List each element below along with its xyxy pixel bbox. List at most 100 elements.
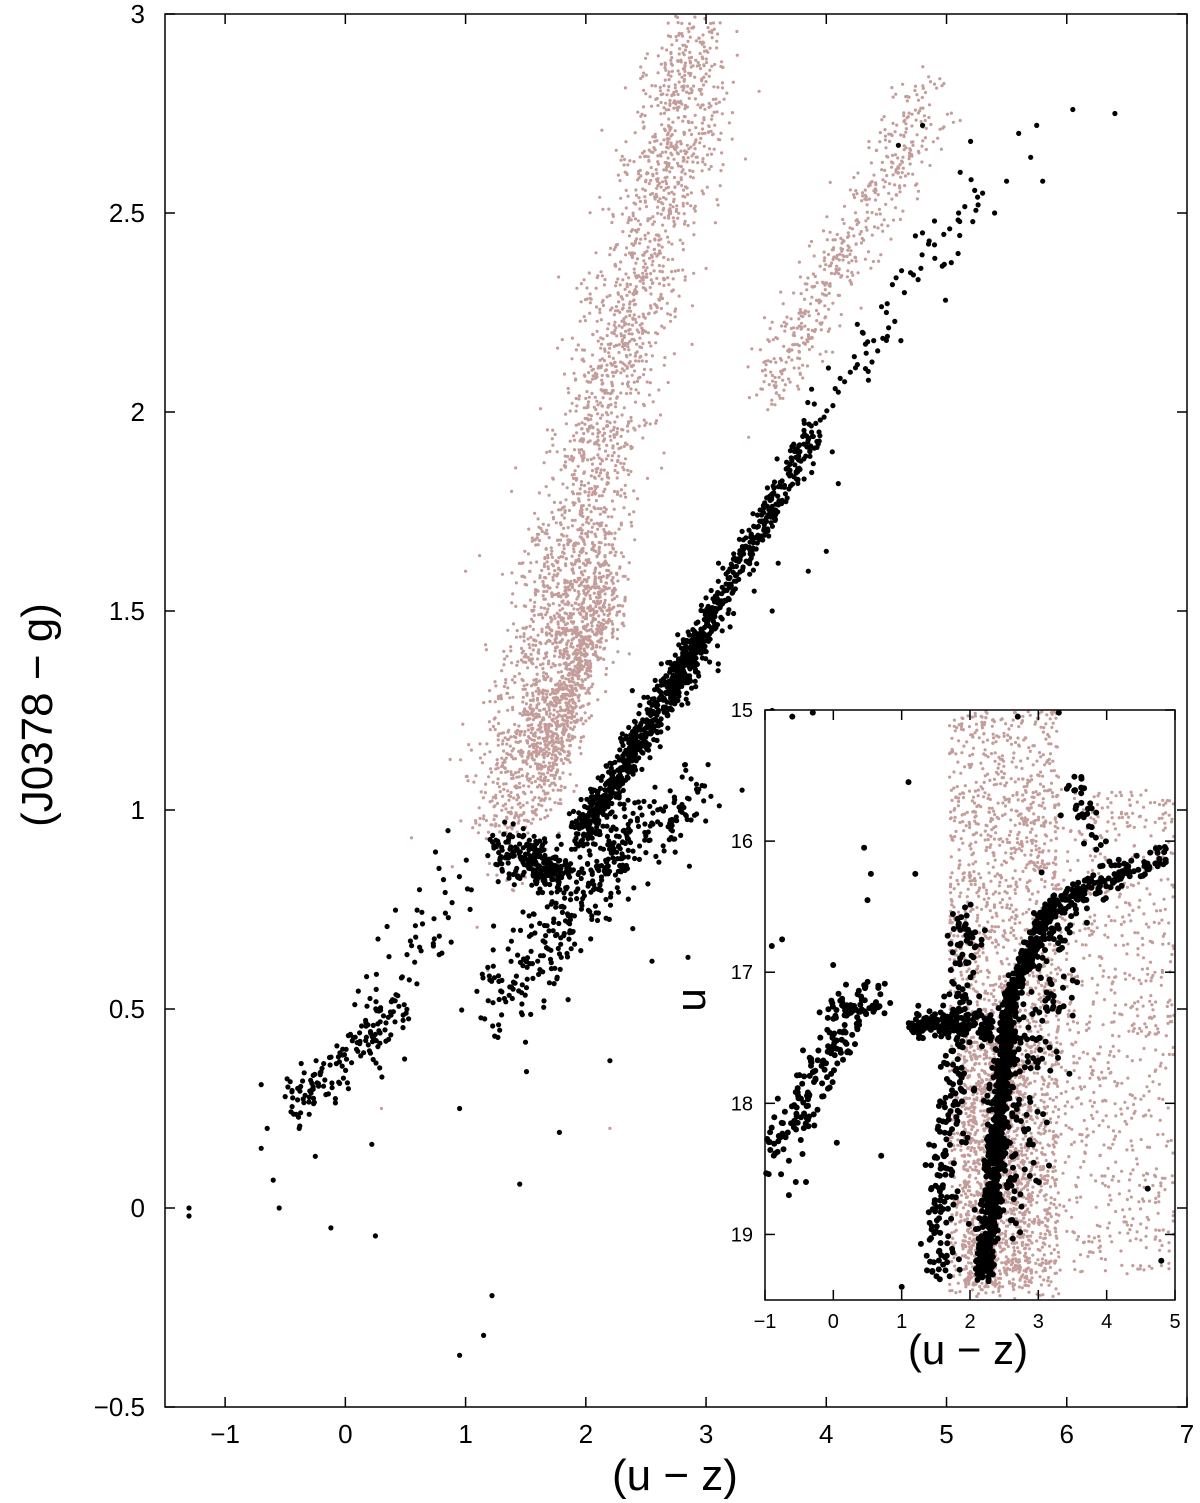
- main-field-star-point: [627, 328, 631, 332]
- main-field-star-point: [631, 211, 635, 215]
- main-field-star-point: [603, 543, 607, 547]
- main-field-star-point: [599, 507, 603, 511]
- main-field-star-point: [561, 692, 565, 696]
- main-field-star-point: [641, 265, 646, 269]
- main-field-star-point: [873, 198, 878, 202]
- main-field-star-point: [770, 320, 774, 324]
- main-field-star-point: [832, 246, 836, 250]
- main-field-star-point: [788, 380, 792, 384]
- main-member-point: [355, 1048, 361, 1054]
- main-field-star-point: [579, 647, 583, 651]
- main-field-star-point: [528, 598, 533, 602]
- main-field-star-point: [610, 389, 614, 393]
- main-field-star-point: [669, 134, 673, 138]
- main-field-star-point: [842, 239, 846, 243]
- main-field-star-point: [528, 765, 533, 769]
- main-field-star-point: [681, 241, 685, 245]
- main-field-star-point: [579, 282, 584, 286]
- main-field-star-point: [660, 46, 664, 50]
- main-field-star-point: [562, 626, 566, 631]
- main-field-star-point: [643, 262, 648, 266]
- main-field-star-point: [684, 45, 689, 49]
- main-field-star-point: [683, 275, 687, 279]
- main-field-star-point: [644, 92, 648, 96]
- main-field-star-point: [664, 168, 669, 172]
- main-field-star-point: [668, 203, 672, 207]
- main-field-star-point: [539, 606, 543, 610]
- main-field-star-point: [864, 225, 868, 229]
- main-field-star-point: [510, 705, 515, 709]
- main-field-star-point: [686, 193, 690, 197]
- main-field-star-point: [829, 271, 834, 275]
- main-field-star-point: [486, 873, 490, 877]
- main-member-point: [508, 938, 514, 944]
- main-field-star-point: [559, 670, 564, 674]
- main-member-point: [306, 1111, 312, 1117]
- main-member-point: [355, 988, 361, 994]
- main-field-star-point: [649, 292, 653, 296]
- main-field-star-point: [681, 204, 685, 208]
- main-field-star-point: [579, 513, 583, 517]
- main-member-point: [548, 873, 554, 880]
- main-field-star-point: [540, 772, 544, 776]
- main-field-star-point: [705, 60, 709, 65]
- main-field-star-point: [546, 771, 550, 775]
- main-member-point: [559, 903, 565, 910]
- main-field-star-point: [509, 810, 513, 814]
- main-field-star-point: [610, 515, 614, 519]
- main-field-star-point: [666, 34, 671, 38]
- main-field-star-point: [558, 655, 562, 659]
- main-field-star-point: [560, 513, 564, 517]
- main-field-star-point: [623, 457, 628, 461]
- main-field-star-point: [915, 197, 920, 201]
- main-field-star-point: [558, 679, 562, 683]
- main-field-star-point: [609, 571, 613, 575]
- main-field-star-point: [905, 94, 910, 99]
- main-field-star-point: [605, 573, 609, 578]
- main-field-star-point: [927, 115, 931, 120]
- main-field-star-point: [814, 298, 819, 302]
- main-field-star-point: [657, 388, 661, 392]
- main-field-star-point: [624, 140, 628, 144]
- main-field-star-point: [589, 628, 593, 632]
- main-field-star-point: [572, 789, 576, 794]
- main-field-star-point: [540, 630, 544, 634]
- main-field-star-point: [555, 561, 559, 565]
- main-member-point: [376, 1028, 382, 1034]
- main-field-star-point: [696, 60, 700, 65]
- main-field-star-point: [538, 727, 542, 731]
- main-field-star-point: [505, 826, 510, 830]
- main-field-star-point: [891, 173, 895, 177]
- main-field-star-point: [693, 147, 697, 151]
- main-member-point: [543, 869, 549, 875]
- main-field-star-point: [597, 614, 601, 618]
- main-field-star-point: [584, 662, 588, 666]
- main-field-star-point: [951, 120, 956, 124]
- main-field-star-point: [701, 83, 706, 87]
- main-field-star-point: [638, 355, 642, 359]
- main-field-star-point: [874, 183, 878, 187]
- main-field-star-point: [552, 696, 557, 700]
- main-field-star-point: [566, 454, 570, 459]
- main-field-star-point: [642, 88, 646, 92]
- main-field-star-point: [611, 660, 615, 665]
- main-field-star-point: [496, 738, 500, 742]
- main-field-star-point: [519, 646, 524, 651]
- main-field-star-point: [549, 546, 553, 550]
- main-field-star-point: [634, 285, 638, 289]
- main-field-star-point: [562, 696, 566, 700]
- main-field-star-point: [602, 657, 606, 662]
- main-field-star-point: [575, 597, 579, 601]
- main-field-star-point: [717, 100, 722, 104]
- main-member-point: [464, 886, 471, 892]
- main-field-star-point: [583, 422, 587, 426]
- main-field-star-point: [769, 370, 773, 374]
- main-field-star-point: [488, 800, 492, 804]
- main-field-star-point: [651, 400, 655, 404]
- main-field-star-point: [827, 307, 831, 311]
- main-field-star-point: [523, 792, 527, 796]
- main-field-star-point: [570, 401, 574, 405]
- main-field-star-point: [929, 122, 933, 127]
- main-field-star-point: [484, 782, 488, 786]
- main-field-star-point: [828, 180, 832, 184]
